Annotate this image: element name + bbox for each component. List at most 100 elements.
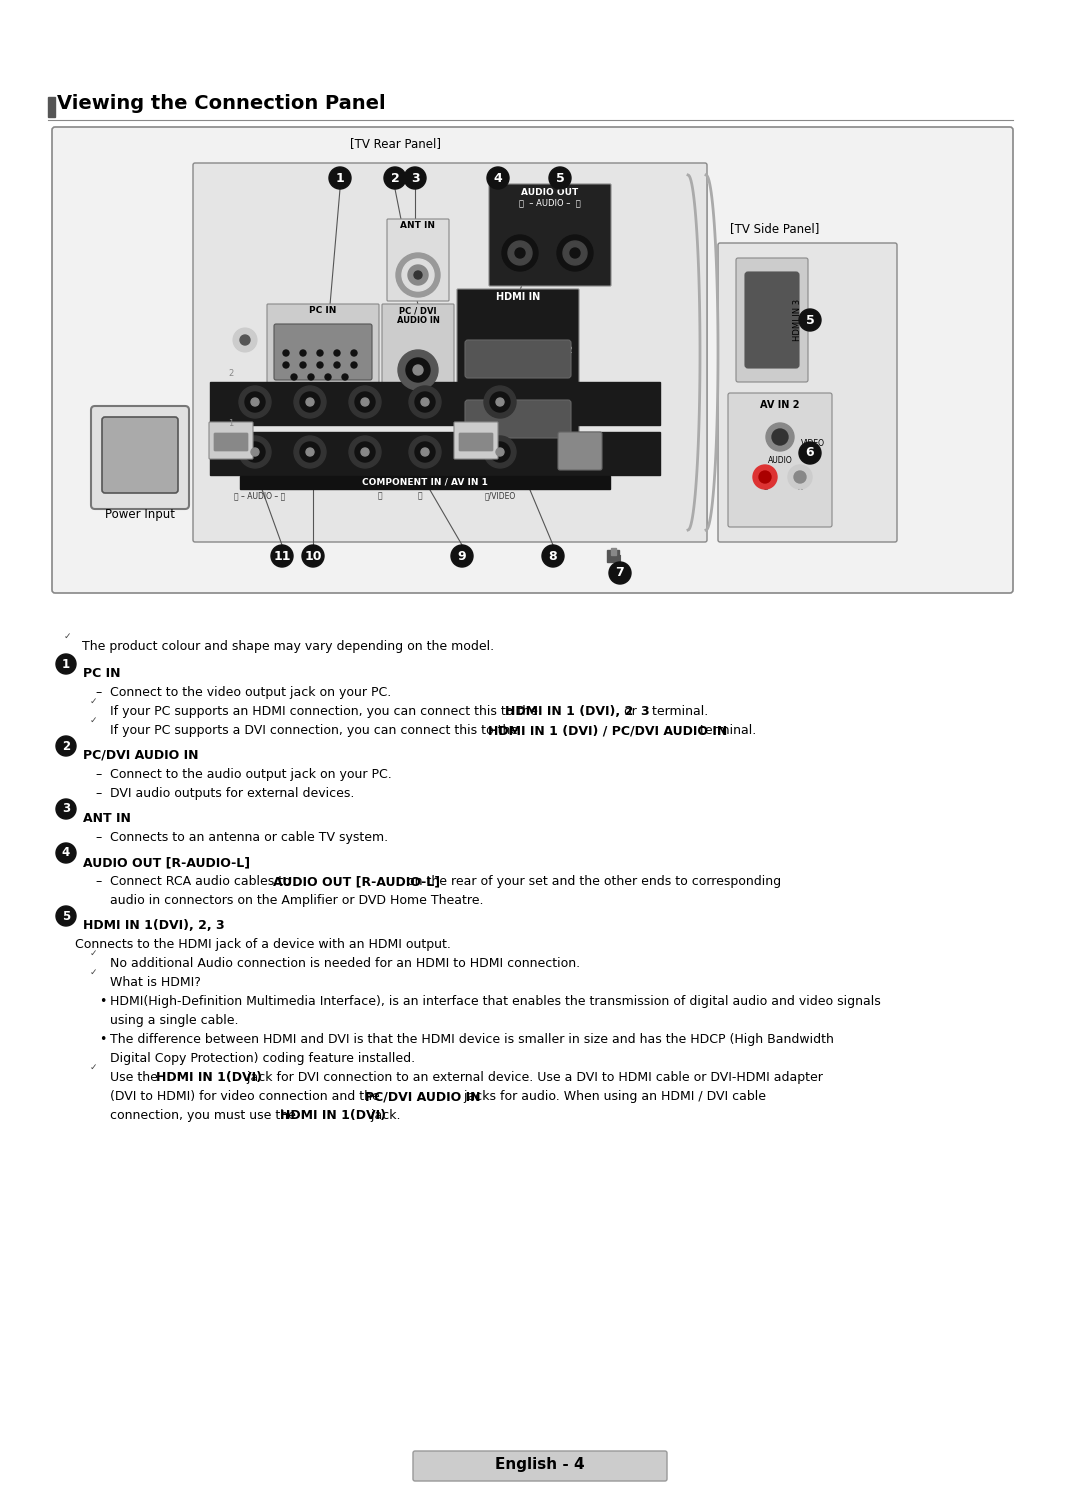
Circle shape bbox=[414, 271, 422, 278]
Circle shape bbox=[399, 350, 438, 390]
Circle shape bbox=[294, 385, 326, 418]
Text: ✓: ✓ bbox=[90, 1062, 97, 1071]
Text: Viewing the Connection Panel: Viewing the Connection Panel bbox=[57, 94, 386, 113]
Text: 2: 2 bbox=[62, 740, 70, 753]
Text: [TV Side Panel]: [TV Side Panel] bbox=[730, 222, 820, 235]
Text: AUDIO: AUDIO bbox=[768, 455, 793, 464]
Text: 4: 4 bbox=[62, 847, 70, 860]
FancyBboxPatch shape bbox=[193, 164, 707, 542]
Text: Use the: Use the bbox=[110, 1071, 162, 1083]
Text: jack for DVI connection to an external device. Use a DVI to HDMI cable or DVI-HD: jack for DVI connection to an external d… bbox=[243, 1071, 823, 1083]
Circle shape bbox=[300, 362, 306, 368]
Circle shape bbox=[788, 464, 812, 490]
Text: terminal.: terminal. bbox=[648, 705, 708, 719]
Text: ⓥ/VIDEO: ⓥ/VIDEO bbox=[484, 491, 515, 500]
Text: –: – bbox=[95, 768, 102, 781]
Text: (DVI to HDMI) for video connection and the: (DVI to HDMI) for video connection and t… bbox=[110, 1091, 383, 1103]
Bar bbox=[210, 432, 660, 475]
Circle shape bbox=[318, 350, 323, 356]
FancyBboxPatch shape bbox=[459, 433, 492, 451]
Text: PC IN: PC IN bbox=[83, 667, 121, 680]
Text: R: R bbox=[798, 485, 802, 491]
Text: 2: 2 bbox=[391, 171, 400, 185]
Circle shape bbox=[772, 429, 788, 445]
Text: Ⓡ – AUDIO – Ⓛ: Ⓡ – AUDIO – Ⓛ bbox=[234, 491, 285, 500]
Text: jack.: jack. bbox=[367, 1109, 401, 1122]
Circle shape bbox=[300, 391, 320, 412]
Circle shape bbox=[56, 799, 76, 818]
FancyBboxPatch shape bbox=[454, 423, 498, 458]
Circle shape bbox=[308, 373, 314, 379]
Circle shape bbox=[542, 545, 564, 567]
Text: VIDEO: VIDEO bbox=[801, 439, 825, 448]
Circle shape bbox=[355, 391, 375, 412]
Circle shape bbox=[239, 436, 271, 469]
Text: –: – bbox=[95, 875, 102, 888]
FancyBboxPatch shape bbox=[210, 423, 253, 458]
Circle shape bbox=[300, 350, 306, 356]
Text: 3: 3 bbox=[410, 171, 419, 185]
Circle shape bbox=[484, 436, 516, 469]
Text: 4: 4 bbox=[494, 171, 502, 185]
Text: [TV Rear Panel]: [TV Rear Panel] bbox=[350, 137, 441, 150]
Bar bbox=[240, 476, 610, 490]
Text: HDMI IN 1 (DVI) / PC/DVI AUDIO IN: HDMI IN 1 (DVI) / PC/DVI AUDIO IN bbox=[488, 725, 727, 737]
Circle shape bbox=[245, 442, 265, 461]
Text: 3: 3 bbox=[62, 802, 70, 815]
Text: 1: 1 bbox=[228, 420, 233, 429]
Text: The difference between HDMI and DVI is that the HDMI device is smaller in size a: The difference between HDMI and DVI is t… bbox=[110, 1033, 834, 1046]
Circle shape bbox=[508, 241, 532, 265]
Text: or: or bbox=[620, 705, 640, 719]
Text: 10: 10 bbox=[305, 549, 322, 562]
Text: 7: 7 bbox=[616, 567, 624, 579]
FancyBboxPatch shape bbox=[745, 272, 799, 368]
Circle shape bbox=[271, 545, 293, 567]
Text: AV IN 2: AV IN 2 bbox=[760, 400, 800, 411]
Circle shape bbox=[306, 397, 314, 406]
Circle shape bbox=[251, 397, 259, 406]
Text: Digital Copy Protection) coding feature installed.: Digital Copy Protection) coding feature … bbox=[110, 1052, 415, 1065]
FancyBboxPatch shape bbox=[718, 243, 897, 542]
Circle shape bbox=[490, 391, 510, 412]
Text: Connect RCA audio cables to: Connect RCA audio cables to bbox=[110, 875, 295, 888]
Text: 2: 2 bbox=[228, 369, 233, 378]
Text: •: • bbox=[99, 1033, 106, 1046]
Text: 9: 9 bbox=[458, 549, 467, 562]
Text: on the rear of your set and the other ends to corresponding: on the rear of your set and the other en… bbox=[403, 875, 781, 888]
Circle shape bbox=[570, 248, 580, 257]
Text: PC IN: PC IN bbox=[309, 307, 337, 315]
Circle shape bbox=[549, 167, 571, 189]
Circle shape bbox=[409, 436, 441, 469]
Text: L: L bbox=[764, 485, 767, 491]
Circle shape bbox=[56, 906, 76, 926]
Circle shape bbox=[355, 442, 375, 461]
Circle shape bbox=[233, 327, 257, 353]
Text: Connects to an antenna or cable TV system.: Connects to an antenna or cable TV syste… bbox=[110, 830, 388, 844]
Text: ANT IN: ANT IN bbox=[401, 222, 435, 231]
Text: 5: 5 bbox=[555, 171, 565, 185]
Text: (DVI): (DVI) bbox=[553, 420, 572, 429]
Circle shape bbox=[753, 464, 777, 490]
Circle shape bbox=[384, 167, 406, 189]
FancyBboxPatch shape bbox=[465, 400, 571, 437]
Text: –: – bbox=[95, 787, 102, 801]
Circle shape bbox=[502, 235, 538, 271]
Circle shape bbox=[294, 436, 326, 469]
Text: ✓: ✓ bbox=[90, 696, 97, 705]
Circle shape bbox=[496, 448, 504, 455]
Circle shape bbox=[245, 391, 265, 412]
FancyBboxPatch shape bbox=[735, 257, 808, 382]
Text: audio in connectors on the Amplifier or DVD Home Theatre.: audio in connectors on the Amplifier or … bbox=[110, 894, 484, 908]
Text: ✓: ✓ bbox=[90, 967, 97, 976]
Text: ✓: ✓ bbox=[90, 716, 97, 725]
Text: using a single cable.: using a single cable. bbox=[110, 1013, 239, 1027]
Text: Ⓡ  – AUDIO –  Ⓛ: Ⓡ – AUDIO – Ⓛ bbox=[519, 198, 581, 207]
FancyBboxPatch shape bbox=[728, 393, 832, 527]
Circle shape bbox=[291, 373, 297, 379]
Circle shape bbox=[609, 562, 631, 583]
FancyBboxPatch shape bbox=[267, 304, 379, 396]
Text: –: – bbox=[95, 830, 102, 844]
FancyBboxPatch shape bbox=[465, 339, 571, 378]
Circle shape bbox=[302, 545, 324, 567]
Text: PC/DVI AUDIO IN: PC/DVI AUDIO IN bbox=[83, 748, 199, 762]
